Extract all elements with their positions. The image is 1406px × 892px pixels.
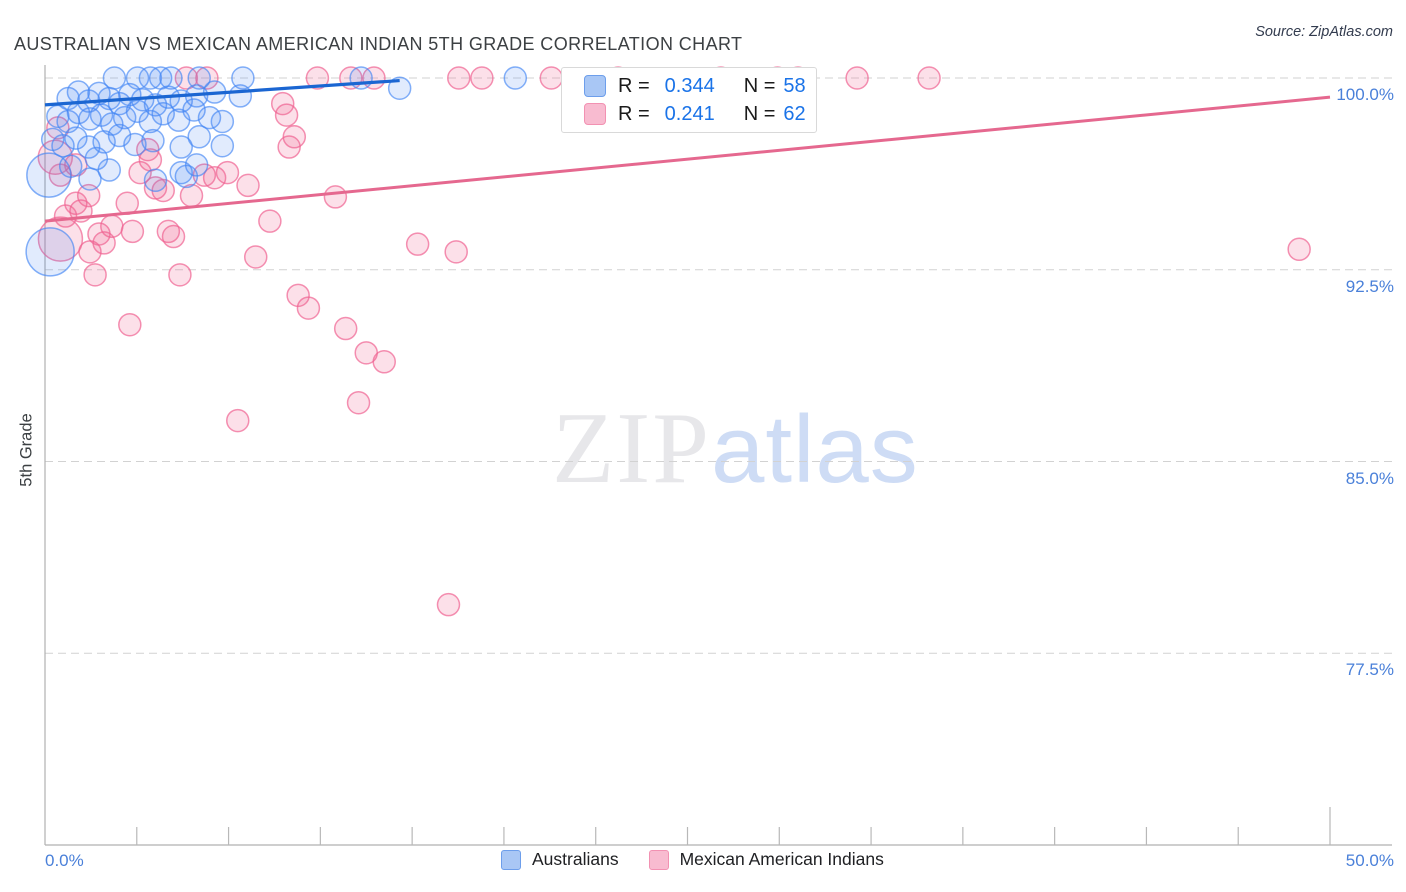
data-point-mexican-american-indians[interactable]	[92, 231, 116, 255]
data-point-mexican-american-indians[interactable]	[346, 390, 371, 415]
data-point-mexican-american-indians[interactable]	[333, 316, 358, 341]
r-label: R =	[618, 102, 650, 125]
data-point-australians[interactable]	[182, 98, 206, 122]
data-point-mexican-american-indians[interactable]	[539, 66, 564, 90]
data-point-mexican-american-indians[interactable]	[305, 66, 330, 90]
australians-series	[25, 66, 528, 277]
watermark-zip-text: ZIP	[552, 392, 711, 505]
data-point-australians[interactable]	[112, 105, 137, 130]
data-point-australians[interactable]	[97, 158, 121, 182]
mexican-american-indians-trend-line	[44, 95, 1331, 223]
watermark: ZIPatlas	[552, 398, 919, 500]
n-value: 62	[783, 102, 806, 125]
data-point-mexican-american-indians[interactable]	[179, 183, 204, 208]
n-value: 58	[783, 74, 806, 97]
r-value: 0.344	[664, 74, 715, 97]
data-point-australians[interactable]	[151, 102, 175, 126]
australians-swatch-icon	[501, 849, 521, 870]
data-point-australians[interactable]	[210, 134, 235, 158]
mexican-american-indians-swatch-icon	[648, 849, 669, 870]
data-point-mexican-american-indians[interactable]	[470, 66, 494, 90]
data-point-mexican-american-indians[interactable]	[1287, 237, 1311, 262]
legend-item-label: Mexican American Indians	[679, 849, 884, 869]
data-point-mexican-american-indians[interactable]	[76, 183, 101, 208]
data-point-mexican-american-indians[interactable]	[447, 66, 471, 90]
data-point-australians[interactable]	[25, 227, 75, 277]
data-point-mexican-american-indians[interactable]	[296, 296, 321, 320]
legend-row-australians: R = 0.344 N = 58	[584, 75, 816, 98]
y-axis-tick-label: 85.0%	[1345, 468, 1394, 488]
data-point-australians[interactable]	[210, 109, 235, 134]
chart-series-legend: Australians Mexican American Indians	[501, 849, 884, 870]
data-point-mexican-american-indians[interactable]	[215, 160, 240, 185]
legend-box: R = 0.344 N = 58 R = 0.241 N = 62	[561, 67, 817, 133]
data-point-mexican-american-indians[interactable]	[277, 135, 301, 159]
data-point-mexican-american-indians[interactable]	[372, 350, 396, 374]
data-point-mexican-american-indians[interactable]	[444, 240, 468, 264]
y-axis-tick-label: 92.5%	[1345, 276, 1394, 296]
data-point-australians[interactable]	[231, 66, 255, 90]
data-point-mexican-american-indians[interactable]	[83, 263, 107, 287]
data-point-australians[interactable]	[143, 168, 168, 193]
data-point-australians[interactable]	[187, 66, 211, 90]
data-point-mexican-american-indians[interactable]	[226, 408, 250, 433]
data-point-mexican-american-indians[interactable]	[195, 66, 219, 90]
data-point-mexican-american-indians[interactable]	[243, 245, 268, 269]
r-label: R =	[618, 74, 650, 97]
data-point-mexican-american-indians[interactable]	[115, 191, 139, 216]
source-attribution: Source: ZipAtlas.com	[1255, 24, 1393, 40]
data-point-australians[interactable]	[159, 66, 183, 90]
n-label: N =	[743, 102, 776, 125]
data-point-australians[interactable]	[76, 135, 101, 159]
page-title: AUSTRALIAN VS MEXICAN AMERICAN INDIAN 5T…	[14, 34, 743, 55]
mexican-american-indians-swatch-icon	[584, 103, 606, 125]
data-point-australians[interactable]	[51, 134, 75, 158]
data-point-mexican-american-indians[interactable]	[161, 224, 186, 249]
data-point-australians[interactable]	[197, 105, 222, 130]
data-point-mexican-american-indians[interactable]	[236, 173, 260, 198]
data-point-mexican-american-indians[interactable]	[436, 592, 461, 617]
australians-swatch-icon	[584, 75, 606, 97]
data-point-australians[interactable]	[141, 128, 165, 153]
data-point-mexican-american-indians[interactable]	[845, 66, 869, 90]
data-point-australians[interactable]	[123, 132, 147, 157]
data-point-australians[interactable]	[228, 84, 253, 108]
data-point-australians[interactable]	[64, 126, 88, 150]
y-axis-title: 5th Grade	[17, 413, 36, 487]
data-point-australians[interactable]	[138, 109, 163, 134]
data-point-mexican-american-indians[interactable]	[202, 165, 227, 190]
data-point-mexican-american-indians[interactable]	[53, 204, 78, 228]
legend-item-australians[interactable]: Australians	[501, 849, 619, 870]
data-point-australians[interactable]	[78, 167, 102, 191]
n-label: N =	[743, 74, 776, 97]
watermark-atlas-text: atlas	[711, 396, 919, 503]
data-point-australians[interactable]	[174, 164, 199, 189]
x-axis-min-label: 0.0%	[45, 851, 84, 870]
data-point-mexican-american-indians[interactable]	[274, 103, 299, 127]
data-point-australians[interactable]	[349, 66, 373, 90]
data-point-australians[interactable]	[387, 76, 412, 100]
data-point-mexican-american-indians[interactable]	[258, 209, 282, 233]
data-point-mexican-american-indians[interactable]	[917, 66, 941, 90]
y-axis-tick-label: 100.0%	[1336, 85, 1394, 104]
r-value: 0.241	[664, 102, 715, 125]
data-point-australians[interactable]	[187, 125, 211, 149]
data-point-australians[interactable]	[169, 135, 193, 159]
y-axis-tick-label: 77.5%	[1345, 660, 1394, 680]
data-point-mexican-american-indians[interactable]	[118, 312, 142, 337]
data-point-mexican-american-indians[interactable]	[128, 160, 152, 185]
data-point-mexican-american-indians[interactable]	[323, 185, 348, 209]
data-point-mexican-american-indians[interactable]	[120, 219, 145, 244]
data-point-mexican-american-indians[interactable]	[168, 263, 192, 287]
data-point-australians[interactable]	[58, 154, 83, 178]
legend-item-label: Australians	[532, 849, 619, 869]
data-point-australians[interactable]	[503, 66, 528, 90]
legend-row-mexican-american-indians: R = 0.241 N = 62	[584, 103, 816, 126]
x-axis-max-label: 50.0%	[1345, 851, 1394, 870]
australians-trend-line	[44, 78, 400, 107]
data-point-mexican-american-indians[interactable]	[405, 232, 430, 256]
legend-item-mexican-american-indians[interactable]: Mexican American Indians	[648, 849, 884, 870]
